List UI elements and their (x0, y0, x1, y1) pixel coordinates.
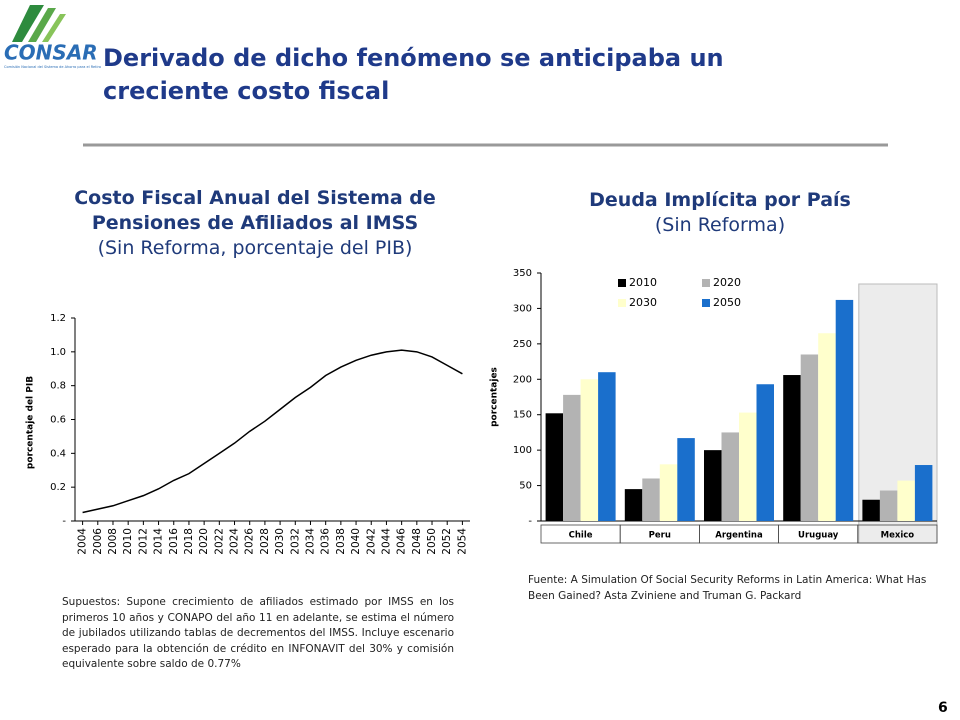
x-tick-label: Mexico (881, 531, 915, 541)
legend-swatch (618, 299, 626, 307)
x-tick-label: 2028 (259, 528, 271, 555)
x-tick-label: 2020 (198, 528, 210, 555)
logo-text: CONSAR (4, 41, 98, 65)
x-tick-label: 2054 (456, 528, 468, 555)
bar (721, 432, 739, 521)
x-tick-label: 2030 (274, 528, 286, 555)
bar (897, 480, 915, 521)
x-tick-label: Uruguay (798, 531, 839, 541)
x-tick-label: 2016 (168, 528, 180, 555)
bar (563, 394, 581, 521)
y-tick-label: 50 (519, 481, 532, 492)
x-tick-label: 2040 (350, 528, 362, 555)
y-tick-label: 350 (513, 268, 532, 279)
y-tick-label: 0.2 (50, 482, 66, 493)
x-tick-label: 2008 (107, 528, 119, 555)
x-tick-label: Peru (649, 531, 671, 541)
x-tick-label: 2034 (304, 528, 316, 555)
legend-label: 2050 (713, 296, 741, 309)
bar (818, 333, 836, 521)
legend-label: 2020 (713, 276, 741, 289)
bar (545, 413, 564, 521)
x-tick-label: 2044 (380, 528, 392, 555)
x-tick-label: 2048 (411, 528, 423, 555)
page-number: 6 (938, 700, 948, 716)
chart-subtitle: (Sin Reforma) (654, 214, 786, 236)
x-tick-label: 2012 (137, 528, 149, 555)
x-tick-label: 2024 (229, 528, 241, 555)
y-axis-label: porcentajes (490, 367, 500, 427)
x-tick-label: 2046 (396, 528, 408, 555)
chart-title: Costo Fiscal Anual del Sistema de Pensio… (74, 187, 436, 234)
bar (756, 384, 774, 521)
bar (800, 354, 819, 521)
x-tick-label: 2026 (244, 528, 256, 555)
chart-subtitle: (Sin Reforma, porcentaje del PIB) (97, 237, 413, 259)
y-tick-label: 1.0 (50, 347, 66, 358)
x-tick-label: 2022 (213, 528, 225, 555)
bar (598, 372, 616, 521)
x-tick-label: 2042 (365, 528, 377, 555)
x-tick-label: 2014 (153, 528, 165, 555)
x-tick-label: 2036 (320, 528, 332, 555)
legend-label: 2030 (629, 296, 657, 309)
data-line (82, 349, 463, 514)
bar (704, 450, 722, 521)
x-tick-label: 2032 (289, 528, 301, 555)
x-tick-label: Argentina (715, 531, 763, 541)
x-tick-label: 2052 (441, 528, 453, 555)
x-tick-label: Chile (569, 531, 593, 541)
x-tick-label: 2050 (426, 528, 438, 555)
bar (862, 499, 880, 521)
right-titles: Deuda Implícita por País (Sin Reforma) (500, 188, 940, 238)
bar (659, 464, 678, 521)
y-tick-label: - (528, 516, 532, 527)
legend-swatch (618, 279, 626, 287)
y-tick-label: 100 (513, 445, 532, 456)
slide-title: Derivado de dicho fenómeno se anticipaba… (103, 44, 724, 105)
assumptions-note: Supuestos: Supone crecimiento de afiliad… (62, 596, 454, 670)
legend-label: 2010 (629, 276, 657, 289)
x-tick-label: 2010 (122, 528, 134, 555)
left-titles: Costo Fiscal Anual del Sistema de Pensio… (40, 186, 470, 261)
logo: CONSAR Comisión Nacional del Sistema de … (4, 5, 101, 69)
bar (914, 465, 933, 521)
x-tick-label: 2038 (335, 528, 347, 555)
bar (879, 490, 898, 521)
y-tick-label: 0.4 (50, 448, 66, 459)
x-tick-label: 2004 (77, 528, 89, 555)
bar (783, 375, 801, 521)
logo-caption: Comisión Nacional del Sistema de Ahorro … (4, 65, 101, 69)
y-tick-label: 300 (513, 303, 532, 314)
y-tick-label: 200 (513, 374, 532, 385)
y-tick-label: - (62, 516, 66, 527)
y-tick-label: 250 (513, 339, 532, 350)
bar (677, 438, 695, 521)
legend-swatch (702, 299, 710, 307)
y-tick-label: 0.6 (50, 415, 66, 426)
x-tick-label: 2006 (92, 528, 104, 555)
source-note: Fuente: A Simulation Of Social Security … (528, 574, 927, 602)
bar (739, 412, 757, 521)
bar (642, 478, 660, 521)
y-axis-label: porcentaje del PIB (26, 376, 36, 469)
category-cell (857, 524, 938, 544)
bar (835, 299, 854, 521)
chart-title: Deuda Implícita por País (589, 189, 851, 211)
legend-swatch (702, 279, 710, 287)
bar (624, 489, 643, 521)
bar (580, 379, 599, 521)
y-tick-label: 0.8 (50, 381, 66, 392)
y-tick-label: 150 (513, 410, 532, 421)
y-tick-label: 1.2 (50, 313, 66, 324)
x-tick-label: 2018 (183, 528, 195, 555)
